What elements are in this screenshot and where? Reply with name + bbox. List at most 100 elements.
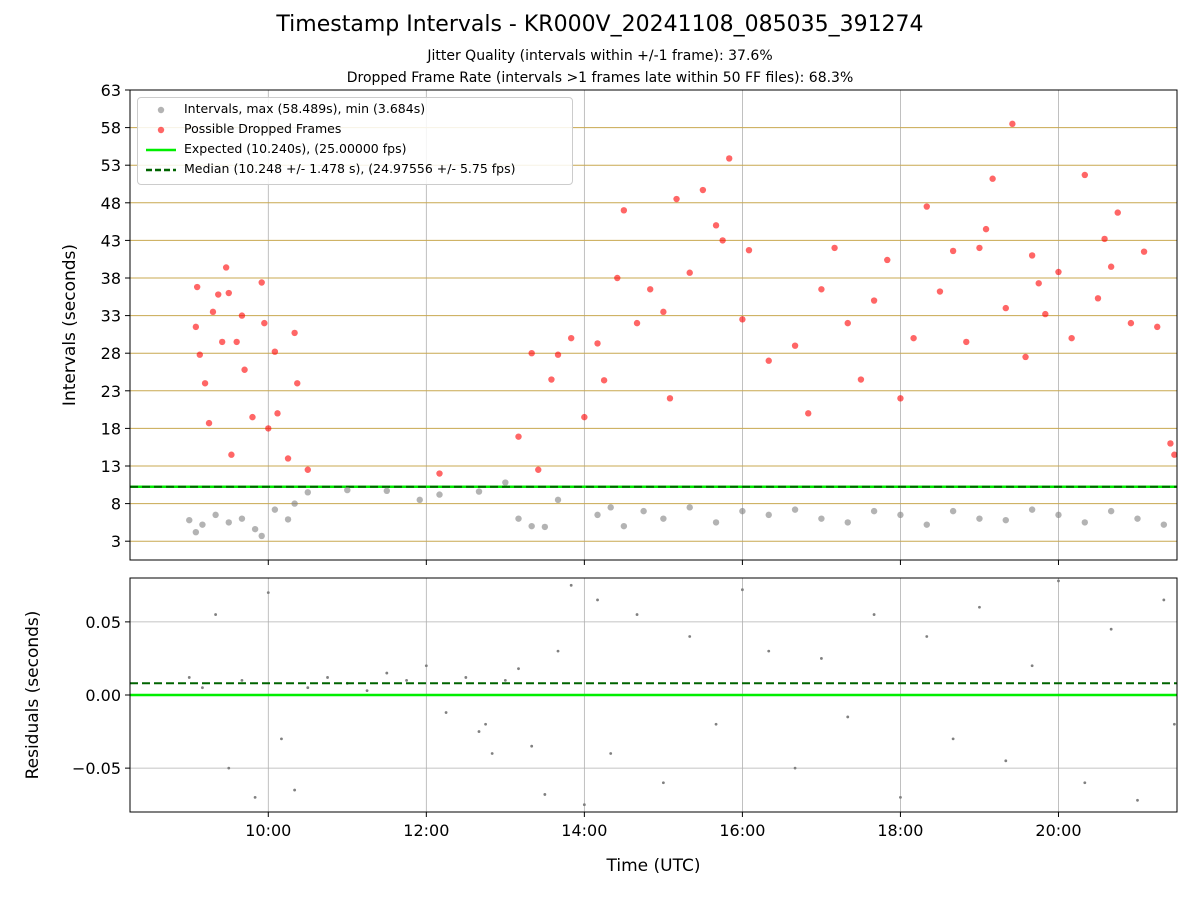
residual-point: [1057, 579, 1060, 583]
dropped-frame-point: [600, 377, 608, 384]
interval-plot-frame: [129, 89, 1178, 561]
chart-subtitle-dropped: Dropped Frame Rate (intervals >1 frames …: [346, 70, 854, 86]
dropped-frame-point: [647, 286, 654, 293]
residual-point: [503, 678, 507, 682]
residual-point: [1083, 781, 1087, 785]
legend-item-median: Median (10.248 +/- 1.478 s), (24.97556 +…: [138, 160, 572, 180]
dropped-frame-point: [976, 244, 983, 252]
dropped-frame-point: [304, 466, 311, 473]
x-tick-label: 12:00: [403, 821, 449, 840]
dropped-frame-point: [870, 297, 878, 304]
gray-circle-icon: [157, 106, 165, 114]
legend-label: Expected (10.240s), (25.00000 fps): [184, 141, 407, 156]
residual-point: [201, 686, 204, 690]
dropped-frame-point: [274, 410, 281, 417]
residual-point: [688, 635, 692, 638]
dropped-frame-point: [1035, 280, 1042, 287]
legend-item-dropped: Possible Dropped Frames: [138, 120, 572, 140]
dropped-frame-point: [791, 342, 799, 349]
interval-point: [686, 504, 693, 511]
dropped-frame-point: [228, 451, 235, 458]
interval-point: [765, 511, 772, 519]
residual-point: [530, 744, 534, 748]
dropped-frame-point: [726, 155, 733, 162]
residual-point: [846, 715, 850, 719]
dropped-frame-point: [238, 312, 246, 319]
interval-point: [416, 496, 423, 504]
interval-point: [554, 496, 562, 504]
y-tick-label: 0.05: [85, 613, 121, 632]
y-tick-label: 13: [101, 457, 121, 476]
interval-point: [739, 507, 746, 515]
interval-point: [844, 519, 851, 526]
residual-point: [326, 676, 329, 679]
dropped-frame-point: [745, 246, 753, 254]
interval-point: [515, 515, 522, 522]
chart-subtitle-jitter: Jitter Quality (intervals within +/-1 fr…: [427, 48, 773, 64]
y-tick-label: 63: [101, 81, 121, 100]
interval-point: [1028, 506, 1036, 513]
dropped-frame-point: [1167, 440, 1174, 447]
residual-point: [280, 737, 283, 741]
interval-point: [528, 522, 535, 530]
dropped-frame-point: [581, 413, 588, 421]
residual-point: [767, 649, 771, 653]
residual-point: [543, 793, 547, 796]
dropped-frame-point: [686, 269, 693, 276]
residual-point: [661, 781, 665, 785]
dropped-frame-point: [205, 419, 213, 427]
dropped-frame-point: [1022, 353, 1029, 361]
residual-point: [582, 803, 586, 807]
dropped-frame-point: [1002, 304, 1009, 312]
interval-point: [660, 515, 667, 522]
interval-point: [186, 516, 193, 524]
interval-point: [976, 515, 983, 522]
residual-point: [872, 613, 876, 616]
dropped-frame-point: [196, 351, 203, 358]
x-tick-label: 20:00: [1035, 821, 1081, 840]
residual-point: [293, 788, 297, 792]
dropped-frame-point: [554, 351, 562, 358]
dropped-frame-point: [673, 195, 680, 203]
dropped-frame-point: [241, 366, 248, 373]
residual-point: [240, 678, 244, 682]
x-tick-label: 14:00: [561, 821, 607, 840]
interval-point: [1160, 521, 1168, 528]
dropped-frame-point: [614, 274, 621, 282]
dropped-frame-point: [567, 334, 575, 342]
interval-point: [594, 511, 601, 519]
dropped-frame-point: [1114, 209, 1121, 216]
dropped-frame-point: [712, 222, 720, 229]
dropped-frame-point: [989, 175, 996, 182]
dropped-frame-point: [215, 291, 222, 298]
dropped-frame-point: [209, 308, 217, 316]
dropped-frame-point: [739, 316, 746, 323]
interval-point: [607, 504, 614, 511]
interval-point: [541, 523, 549, 531]
interval-point: [344, 486, 351, 494]
interval-point: [284, 516, 292, 523]
residual-point: [569, 583, 573, 587]
dropped-frame-point: [1154, 323, 1161, 331]
y-tick-label: 3: [111, 532, 121, 551]
residual-point: [253, 795, 257, 799]
interval-point: [1002, 516, 1009, 524]
legend-label: Possible Dropped Frames: [184, 121, 342, 136]
dropped-frame-point: [201, 380, 209, 387]
dropped-frame-point: [284, 455, 292, 462]
residual-point: [306, 686, 310, 690]
residual-point: [899, 795, 902, 799]
y-tick-label: 23: [101, 382, 121, 401]
residual-point: [596, 598, 599, 602]
residual-point: [820, 657, 823, 660]
x-tick-label: 16:00: [719, 821, 765, 840]
dropped-frame-point: [963, 338, 970, 346]
y-tick-label: 43: [101, 231, 121, 250]
dropped-frame-point: [436, 470, 443, 477]
residual-point: [517, 667, 520, 671]
residual-point: [1004, 759, 1008, 763]
interval-point: [818, 515, 825, 522]
interval-point: [304, 489, 311, 496]
dropped-frame-point: [225, 289, 232, 297]
